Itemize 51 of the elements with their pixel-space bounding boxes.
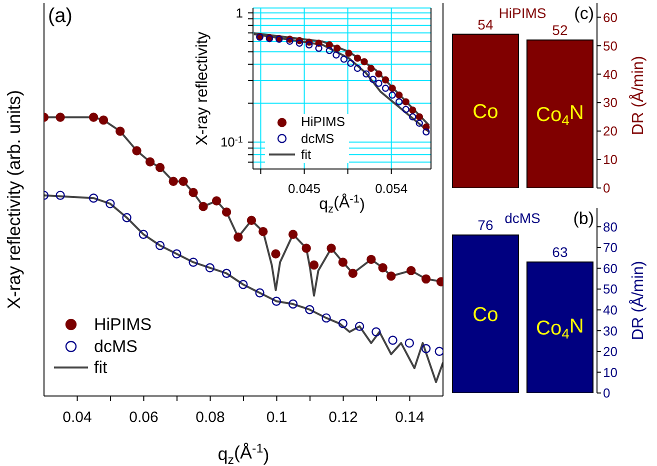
y-axis-title: DR (Å/min) bbox=[629, 56, 647, 136]
legend-label: HiPIMS bbox=[301, 114, 346, 130]
y-tick-label: 10 bbox=[603, 364, 618, 380]
legend-label: dcMS bbox=[301, 130, 334, 147]
y-tick-label: 0 bbox=[603, 180, 610, 196]
annotation: (c) bbox=[574, 4, 594, 24]
x-tick-label: Co bbox=[472, 101, 498, 124]
y-tick-label: 30 bbox=[603, 323, 618, 338]
chart-title: dcMS bbox=[504, 210, 540, 226]
data-label: 54 bbox=[478, 16, 494, 32]
x-tick-label: 0.12 bbox=[328, 409, 358, 426]
x-tick-label: 0.14 bbox=[395, 409, 424, 426]
y-axis-title: DR (Å/min) bbox=[629, 260, 647, 340]
legend-label: fit bbox=[94, 356, 108, 378]
y-tick-label: 60 bbox=[603, 10, 618, 25]
x-tick-label: Co bbox=[472, 304, 498, 326]
legend-label: HiPIMS bbox=[94, 314, 152, 336]
x-tick-label: 0.1 bbox=[266, 409, 288, 426]
y-tick-label: 80 bbox=[603, 219, 618, 234]
x-tick-label: Co$_{4}$N bbox=[536, 316, 584, 342]
data-label: 76 bbox=[478, 217, 494, 234]
y-tick-label: 20 bbox=[603, 124, 618, 139]
data-label: 52 bbox=[552, 22, 568, 38]
y-tick-label: 10$^{-1}$ bbox=[220, 134, 243, 150]
x-tick-label: Co$_{4}$N bbox=[536, 102, 584, 128]
y-tick-label: 60 bbox=[603, 260, 618, 276]
data-label: 63 bbox=[552, 244, 568, 260]
legend-label: fit bbox=[301, 146, 312, 163]
legend-label: dcMS bbox=[94, 336, 138, 357]
y-tick-label: 70 bbox=[603, 240, 618, 256]
chart-title: HiPIMS bbox=[498, 5, 546, 21]
x-tick-label: 0.054 bbox=[375, 181, 408, 196]
x-tick-label: 0.08 bbox=[196, 409, 225, 426]
y-axis-title: X-ray reflectivity (arb. units) bbox=[4, 90, 24, 310]
y-tick-label: 40 bbox=[603, 66, 618, 82]
y-tick-label: 30 bbox=[603, 95, 618, 110]
y-tick-label: 10 bbox=[603, 152, 618, 168]
x-tick-label: 0.06 bbox=[129, 409, 158, 426]
y-tick-label: 50 bbox=[603, 282, 618, 297]
y-tick-label: 20 bbox=[603, 344, 618, 360]
y-axis-title: X-ray reflectivity bbox=[194, 32, 211, 146]
x-tick-label: 0.04 bbox=[62, 409, 92, 426]
x-axis-title: q$_{z}$(Å$^{-1}$) bbox=[319, 194, 365, 216]
y-tick-label: 50 bbox=[603, 38, 618, 54]
y-tick-label: 1 bbox=[236, 5, 243, 20]
y-tick-label: 40 bbox=[603, 302, 618, 318]
x-tick-label: 0.045 bbox=[288, 181, 321, 196]
text: (a) bbox=[48, 5, 72, 28]
annotation: (b) bbox=[573, 209, 594, 229]
x-axis-title: q$_{z}$(Å$^{-1}$) bbox=[218, 442, 270, 466]
y-tick-label: 0 bbox=[603, 386, 610, 401]
